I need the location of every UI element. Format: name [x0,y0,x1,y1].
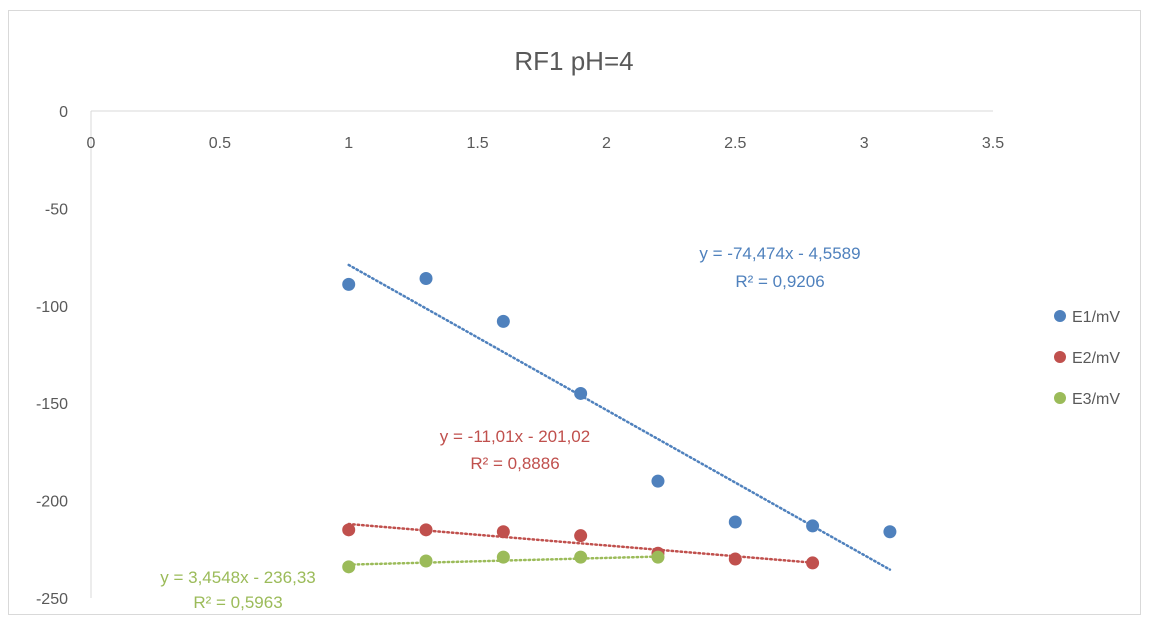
x-tick-label: 0 [87,135,96,152]
data-point-series-2 [574,529,588,543]
data-point-series-2 [419,523,433,537]
legend-marker-series-3 [1054,392,1066,404]
y-tick-label: -50 [45,201,68,218]
trendline-equations: y = -74,474x - 4,5589 R² = 0,9206 y = -11,… [160,244,860,612]
y-tick-label: -100 [36,299,68,316]
x-tick-label: 3 [860,135,869,152]
x-tick-label: 3.5 [982,135,1004,152]
data-point-series-1 [883,525,897,539]
x-tick-label: 0.5 [209,135,231,152]
y-tick-label: 0 [59,104,68,121]
data-point-series-2 [496,525,510,539]
data-point-series-2 [806,556,820,570]
legend-label-series-3: E3/mV [1072,391,1120,408]
trendline-equation-series-3: y = 3,4548x - 236,33 [160,568,315,587]
x-tick-label: 2.5 [724,135,746,152]
trendline-r2-series-1: R² = 0,9206 [735,272,824,291]
data-point-series-1 [728,515,742,529]
data-point-series-3 [574,550,588,564]
data-point-series-1 [342,277,356,291]
legend-marker-series-2 [1054,351,1066,363]
trendline-equation-series-1: y = -74,474x - 4,5589 [699,244,860,263]
data-points [342,272,897,574]
data-point-series-1 [806,519,820,533]
data-point-series-3 [342,560,356,574]
data-point-series-1 [419,272,433,286]
data-point-series-3 [496,550,510,564]
data-point-series-2 [728,552,742,566]
chart-title: RF1 pH=4 [514,46,633,76]
y-tick-label: -250 [36,591,68,608]
trendline-equation-series-2: y = -11,01x - 201,02 [440,427,590,446]
axes: 0 0.5 1 1.5 2 2.5 3 3.5 0 -50 -100 -150 -200 -250 [36,104,1004,608]
chart-frame [8,10,1141,615]
trendline-r2-series-3: R² = 0,5963 [193,593,282,612]
trendline-series-1 [347,263,892,571]
legend: E1/mV E2/mV E3/mV [1054,309,1120,408]
data-point-series-1 [651,474,665,488]
data-point-series-3 [651,550,665,564]
trendline-r2-series-2: R² = 0,8886 [470,454,559,473]
x-tick-label: 1 [344,135,353,152]
y-tick-label: -200 [36,494,68,511]
y-tick-label: -150 [36,396,68,413]
legend-label-series-2: E2/mV [1072,350,1120,367]
data-point-series-3 [419,554,433,568]
data-point-series-1 [496,314,510,328]
data-point-series-2 [342,523,356,537]
data-point-series-1 [574,386,588,400]
legend-label-series-1: E1/mV [1072,309,1120,326]
legend-marker-series-1 [1054,310,1066,322]
x-tick-label: 1.5 [466,135,488,152]
x-tick-label: 2 [602,135,611,152]
